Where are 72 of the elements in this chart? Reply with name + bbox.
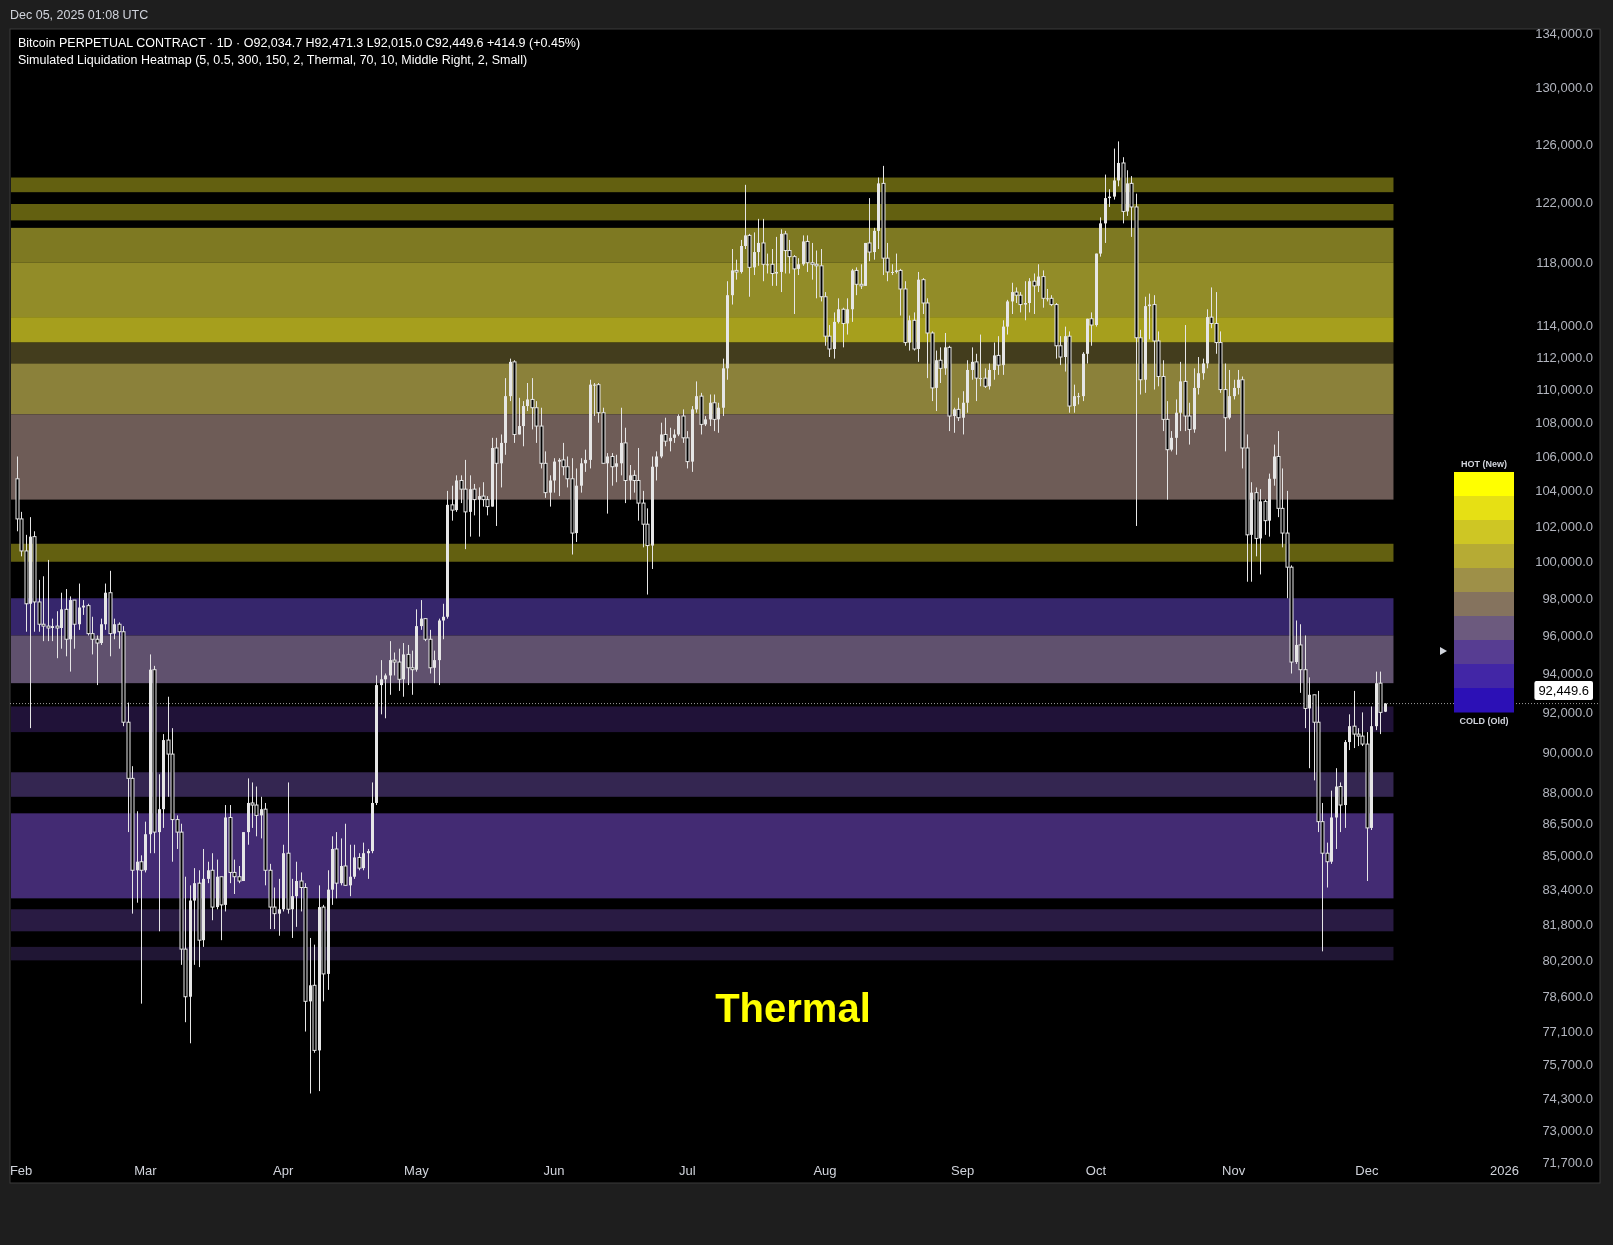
candlestick	[1233, 379, 1236, 400]
candlestick	[463, 459, 468, 550]
candlestick	[380, 659, 383, 715]
y-tick-label: 90,000.0	[1542, 744, 1593, 760]
y-tick-label: 94,000.0	[1542, 666, 1593, 682]
y-tick-label: 134,000.0	[1535, 25, 1593, 41]
x-tick-label: Jul	[678, 1163, 696, 1178]
y-tick-label: 114,000.0	[1536, 317, 1593, 333]
y-tick-label: 118,000.0	[1536, 255, 1593, 271]
text: Bitcoin PERPETUAL CONTRACT · 1D · O92,034.7 H92,471.3 L92,015.0 C92,449.6 +414.9 (+0.45%)	[18, 36, 581, 50]
candlestick	[254, 786, 259, 837]
candlestick	[580, 457, 583, 494]
x-tick-label: Apr	[273, 1163, 294, 1178]
y-tick-label: 78,600.0	[1542, 989, 1593, 1005]
candlestick	[472, 483, 477, 516]
x-tick-label: Mar	[134, 1163, 158, 1178]
y-tick-label: 106,000.0	[1535, 449, 1593, 465]
y-tick-label: 86,500.0	[1542, 816, 1593, 832]
y-tick-label: 108,000.0	[1535, 415, 1593, 431]
candlestick	[1113, 148, 1116, 201]
y-tick-label: 104,000.0	[1535, 483, 1593, 499]
candlestick	[655, 450, 658, 481]
x-tick-label: 2026	[1490, 1163, 1519, 1178]
y-tick-label: 75,700.0	[1542, 1057, 1593, 1073]
y-tick-label: 71,700.0	[1542, 1155, 1593, 1171]
y-tick-label: 96,000.0	[1542, 628, 1593, 644]
y-tick-label: 88,000.0	[1542, 785, 1593, 801]
y-tick-label: 112,000.0	[1536, 349, 1593, 365]
y-tick-label: 85,000.0	[1542, 847, 1593, 863]
candlestick	[712, 394, 717, 432]
candlestick	[761, 218, 766, 282]
x-tick-label: Aug	[813, 1163, 837, 1178]
candlestick	[1018, 291, 1023, 313]
y-tick-label: 110,000.0	[1536, 382, 1593, 398]
candlestick	[522, 400, 525, 447]
y-tick-label: 130,000.0	[1535, 80, 1593, 96]
candlestick	[1197, 356, 1200, 395]
y-tick-label: 81,800.0	[1542, 917, 1593, 933]
text: Simulated Liquidation Heatmap (5, 0.5, 300, 150, 2, Thermal, 70, 10, Middle Right, 2, Small)	[18, 53, 528, 67]
y-tick-label: 83,400.0	[1542, 882, 1593, 898]
y-tick-label: 80,200.0	[1542, 952, 1593, 968]
text: Dec 05, 2025 01:08 UTC	[10, 8, 149, 22]
y-tick-label: 126,000.0	[1535, 136, 1593, 152]
candlestick	[584, 449, 587, 473]
annotation: Thermal	[715, 986, 871, 1030]
candlestick	[938, 346, 943, 384]
x-tick-label: Feb	[9, 1163, 33, 1178]
candlestick	[1041, 269, 1046, 309]
y-tick-label: 73,000.0	[1542, 1122, 1593, 1138]
y-tick-label: 102,000.0	[1535, 518, 1593, 534]
candlestick	[384, 673, 387, 719]
y-tick-label: 92,000.0	[1542, 704, 1593, 720]
x-tick-label: Sep	[951, 1163, 975, 1178]
y-tick-label: 98,000.0	[1542, 590, 1593, 606]
y-tick-label: 77,100.0	[1542, 1024, 1593, 1040]
x-tick-label: Nov	[1222, 1163, 1246, 1178]
y-tick-label: 74,300.0	[1542, 1090, 1593, 1106]
candlestick	[553, 457, 556, 494]
candlestick	[983, 367, 988, 389]
x-tick-label: Oct	[1085, 1163, 1107, 1178]
x-tick-label: Dec	[1355, 1163, 1379, 1178]
candlestick	[367, 848, 370, 880]
y-tick-label: 100,000.0	[1535, 554, 1593, 570]
x-tick-label: May	[404, 1163, 430, 1178]
annotation: HOT (New)	[1461, 459, 1507, 469]
y-tick-label: 122,000.0	[1535, 195, 1593, 211]
x-tick-label: Jun	[543, 1163, 565, 1178]
annotation: COLD (Old)	[1459, 716, 1509, 726]
ref-line-label: 92,449.6	[1538, 683, 1589, 699]
candlestick	[343, 823, 348, 886]
candlestick	[1202, 358, 1205, 381]
candlestick	[610, 452, 615, 487]
